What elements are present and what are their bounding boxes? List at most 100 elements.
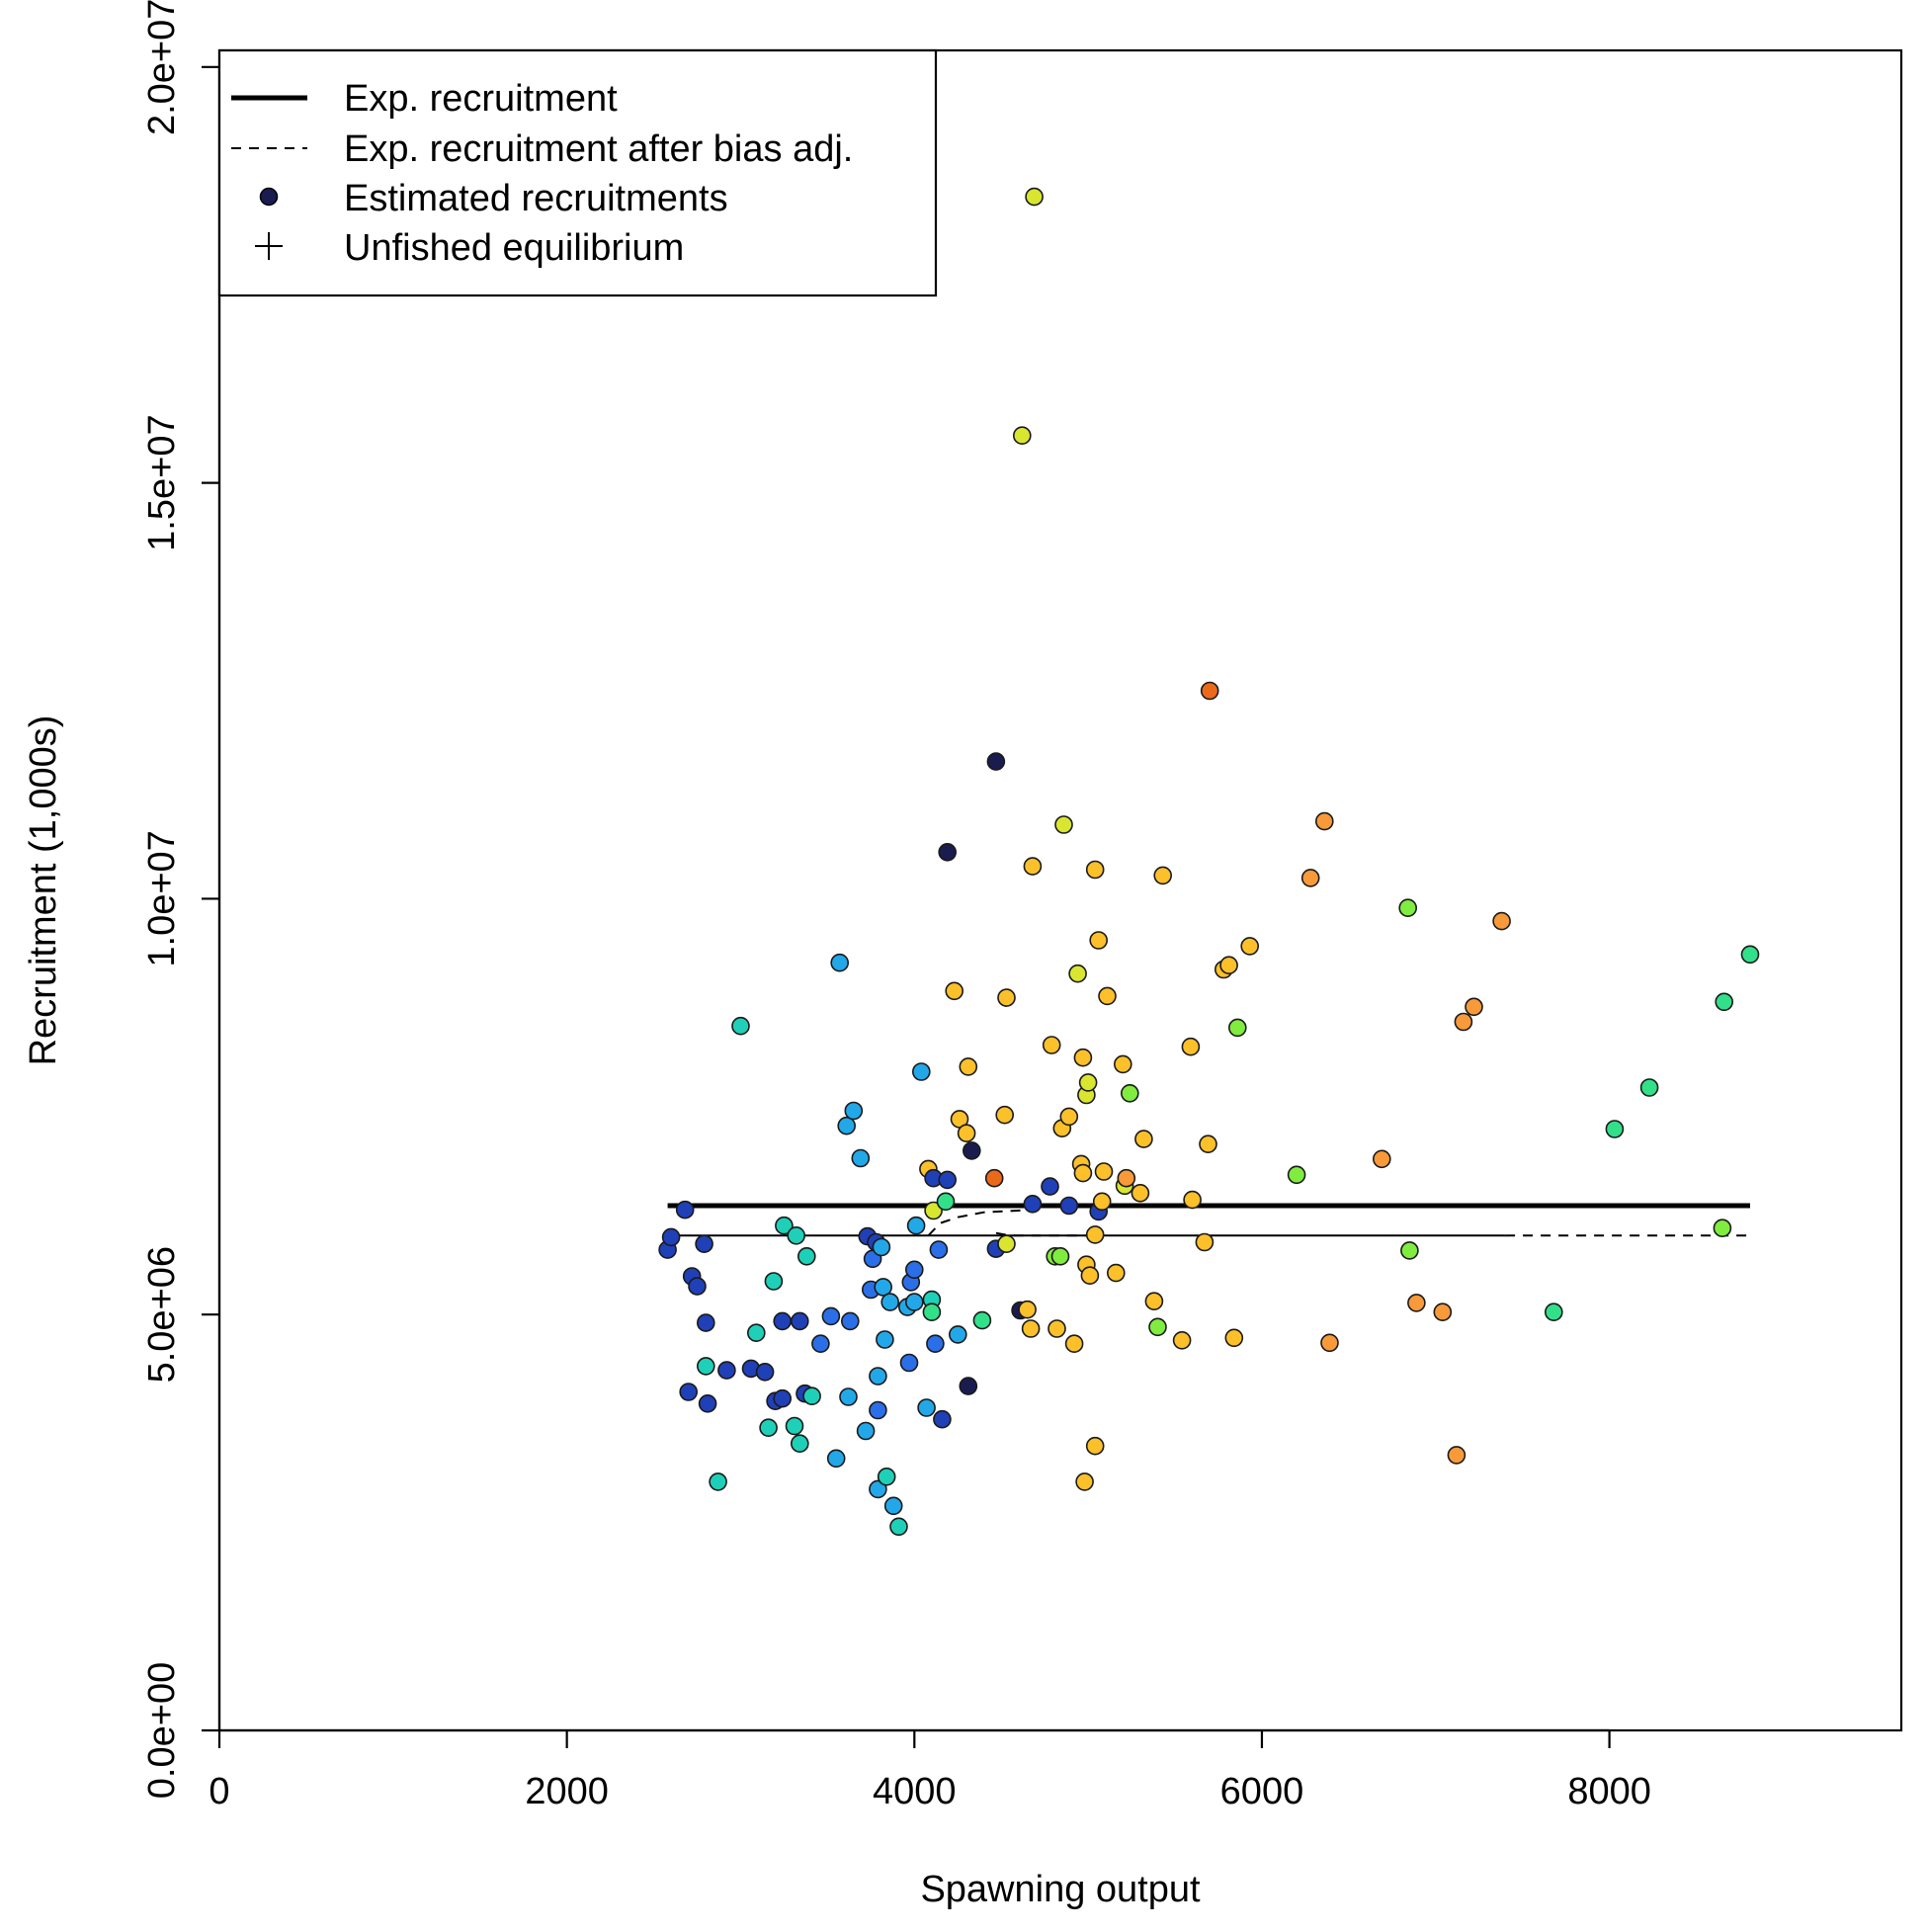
recruitment-point [731,1016,750,1036]
recruitment-point [1025,187,1044,207]
y-axis: 0.0e+00 5.0e+06 1.0e+07 1.5e+07 2.0e+07 [141,0,221,1799]
recruitment-point [1228,1018,1247,1038]
recruitment-point [1041,1177,1059,1196]
recruitment-point [926,1334,945,1353]
recruitment-point [661,1227,681,1247]
recruitment-point [1200,681,1219,701]
recruitment-point [709,1472,727,1491]
recruitment-point [696,1357,715,1376]
recruitment-point [936,1192,956,1212]
recruitment-point [869,1479,887,1499]
recruitment-point [1181,1037,1201,1056]
recruitment-point [821,1306,841,1326]
legend-plus-symbol [255,232,283,260]
recruitment-point [1085,1436,1105,1456]
recruitment-point [911,1062,931,1081]
data-points [658,187,1760,1537]
recruitment-point [1078,1073,1098,1092]
y-tick-label: 1.5e+07 [141,414,183,550]
recruitment-point [899,1353,919,1373]
recruitment-point [839,1387,858,1406]
recruitment-point [959,1057,978,1076]
exp-recruitment-bias-adj-line [995,1231,1099,1237]
recruitment-point [844,1101,864,1121]
recruitment-point [1047,1319,1066,1338]
exp-recruitment-bias-adj-line [927,1209,1033,1236]
recruitment-point [775,1216,794,1235]
legend: Exp. recruitment Exp. recruitment after … [217,48,938,297]
legend-box [217,48,938,297]
recruitment-point [1042,1036,1061,1054]
recruitment-point [1447,1446,1466,1465]
recruitment-point [785,1416,804,1436]
recruitment-point [1054,815,1073,834]
recruitment-point [1373,1149,1391,1169]
recruitment-point [851,1148,871,1168]
y-axis-title: Recruitment (1,000s) [23,715,64,1066]
recruitment-point [695,1234,713,1253]
recruitment-point [1131,1184,1150,1203]
recruitment-point [984,1168,1004,1188]
x-axis: 0 2000 4000 6000 8000 [209,1728,1651,1812]
recruitment-point [1454,1012,1473,1032]
y-tick-label: 0.0e+00 [141,1662,183,1799]
recruitment-point [696,1313,715,1332]
recruitment-point [1064,1334,1084,1353]
recruitment-point [986,752,1006,771]
recruitment-point [906,1216,926,1235]
recruitment-point [1320,1333,1339,1353]
legend-label-estimated-recruitments: Estimated recruitments [344,178,728,219]
recruitment-point [1433,1302,1453,1321]
recruitment-point [933,1409,952,1429]
recruitment-point [755,1363,775,1382]
recruitment-point [1092,1192,1112,1212]
recruitment-point [717,1361,736,1380]
recruitment-point [837,1116,857,1135]
recruitment-point [679,1383,699,1401]
recruitment-point [1089,931,1108,950]
recruitment-point [929,1240,949,1259]
recruitment-point [746,1323,766,1342]
recruitment-point [1199,1134,1217,1153]
recruitment-point [889,1517,908,1537]
legend-label-bias-adj: Exp. recruitment after bias adj. [344,128,853,170]
recruitment-point [1018,1300,1037,1319]
recruitment-point [1172,1331,1192,1350]
y-tick-label: 5.0e+06 [141,1246,183,1383]
recruitment-point [1287,1165,1306,1185]
recruitment-point [1107,1263,1126,1283]
recruitment-point [972,1310,992,1330]
recruitment-point [1398,898,1417,918]
recruitment-point [1465,997,1483,1017]
recruitment-point [773,1311,793,1331]
recruitment-point [796,1247,816,1266]
legend-circle-symbol [259,187,279,207]
recruitment-point [759,1418,778,1437]
recruitment-point [811,1334,830,1353]
recruitment-point [1085,1225,1105,1244]
recruitment-point [1023,857,1043,876]
x-tick-label: 8000 [1567,1771,1651,1812]
x-tick-label: 6000 [1220,1771,1304,1812]
recruitment-point [877,1468,896,1486]
recruitment-point [1545,1302,1563,1321]
recruitment-point [995,1105,1015,1125]
recruitment-point [1080,1266,1100,1285]
recruitment-point [1195,1232,1215,1252]
recruitment-point [1713,1218,1732,1237]
recruitment-point [997,988,1016,1007]
recruitment-point [1114,1054,1132,1074]
recruitment-point [1121,1084,1139,1103]
recruitment-point [675,1200,695,1219]
recruitment-point [1117,1168,1136,1188]
recruitment-point [904,1293,924,1311]
recruitment-point [1094,1162,1114,1181]
recruitment-point [1715,992,1733,1012]
recruitment-point [1183,1190,1202,1210]
recruitment-point [1144,1292,1164,1310]
recruitment-point [1073,1163,1093,1183]
recruitment-point [1050,1247,1070,1266]
recruitment-point [945,981,964,1001]
